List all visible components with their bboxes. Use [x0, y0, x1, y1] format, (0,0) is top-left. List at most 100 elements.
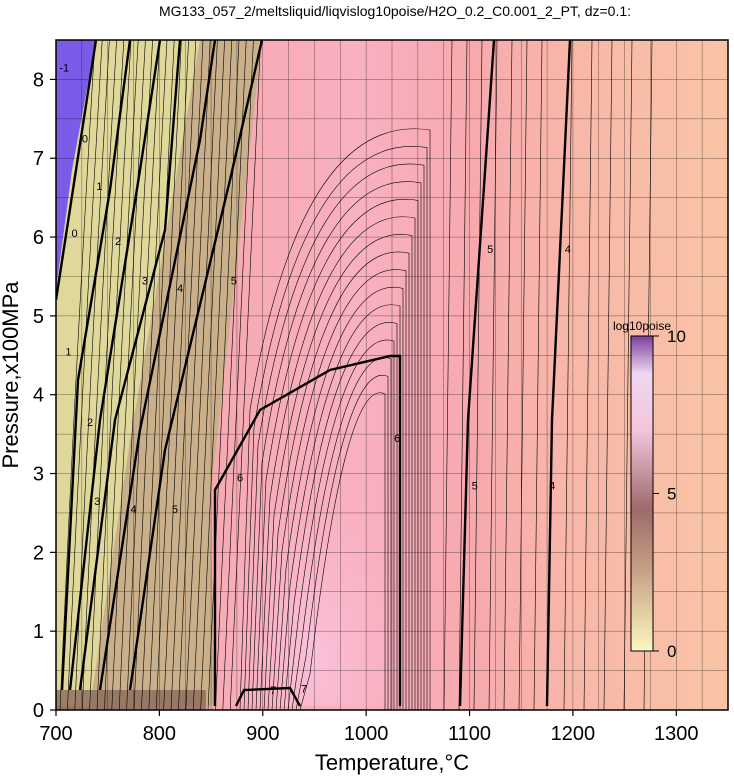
y-tick-label: 4 [33, 385, 44, 407]
major-contour [56, 40, 98, 301]
major-contour [458, 40, 496, 707]
contour-line [239, 128, 431, 710]
x-tick-label: 1100 [448, 723, 491, 745]
contour-label: 6 [237, 472, 243, 484]
contour-line [247, 163, 425, 710]
y-axis-label: Pressure,x100MPa [0, 281, 23, 469]
x-tick-label: 1000 [344, 723, 389, 745]
contour-line [623, 40, 633, 710]
contour-label: 0 [72, 228, 78, 240]
contour-label: 7 [270, 685, 276, 697]
contour-line [81, 40, 117, 710]
contour-label: 2 [87, 417, 93, 429]
colorbar-gradient [630, 335, 654, 652]
y-tick-label: 8 [33, 69, 44, 91]
contour-line [563, 40, 573, 710]
contour-line [603, 40, 613, 710]
contour-line [518, 40, 528, 710]
contour-line [215, 40, 247, 710]
contour-label: 1 [96, 181, 102, 193]
colorbar-title: log10poise [613, 319, 671, 333]
contour-line [263, 234, 413, 710]
contour-line [287, 339, 395, 710]
x-tick-label: 700 [39, 723, 72, 745]
y-tick-label: 0 [33, 700, 44, 722]
contour-line [126, 40, 161, 710]
contour-line [275, 286, 404, 710]
y-tick-label: 1 [33, 621, 44, 643]
contour-label: -1 [59, 63, 69, 75]
major-contour [128, 40, 264, 691]
major-contour [213, 354, 402, 706]
contour-line [443, 40, 453, 710]
contour-label: 6 [394, 433, 400, 445]
contour-line [104, 40, 139, 710]
contour-line [295, 374, 389, 710]
major-contour-lines [56, 40, 572, 707]
contour-label: 5 [172, 504, 178, 516]
plot-frame [55, 39, 729, 711]
contour-label: 0 [82, 133, 88, 145]
contour-line [243, 146, 428, 710]
contour-label: 4 [177, 283, 183, 295]
y-axis-ticks: 0 1 2 3 4 5 6 7 8 [33, 69, 56, 722]
contour-line [133, 40, 168, 710]
chart-title: MG133_057_2/meltsliquid/liqvislog10poise… [159, 3, 631, 19]
y-tick-label: 5 [33, 306, 44, 328]
contour-line [251, 181, 422, 710]
contour-line [200, 40, 233, 710]
contour-label: 5 [487, 244, 493, 256]
contour-line [67, 40, 103, 710]
y-tick-label: 2 [33, 542, 44, 564]
colorbar: log10poise 0 5 10 [613, 319, 686, 661]
y-tick-label: 6 [33, 227, 44, 249]
contour-line [503, 40, 513, 710]
contour-line [271, 269, 407, 710]
x-tick-label: 1200 [551, 723, 596, 745]
major-contour [78, 40, 182, 691]
major-contour [234, 686, 302, 707]
contour-line [229, 40, 261, 710]
contour-line [283, 322, 398, 710]
low-viscosity-region [56, 40, 96, 290]
major-contour [68, 40, 162, 691]
colorbar-tick-label: 5 [667, 485, 676, 504]
contour-label: 3 [94, 496, 100, 508]
contour-label: 1 [65, 346, 71, 358]
contour-line [583, 40, 593, 710]
contour-line [118, 40, 153, 710]
x-tick-label: 800 [143, 723, 176, 745]
contour-label: 5 [472, 480, 478, 492]
x-axis-ticks: 700 800 900 1000 1100 1200 1300 [39, 710, 699, 745]
y-tick-label: 7 [33, 148, 44, 170]
major-contour [98, 40, 217, 691]
low-pressure-band [56, 690, 206, 710]
contour-label: 7 [301, 684, 307, 696]
contour-line [259, 216, 416, 710]
contour-line [59, 40, 96, 710]
contour-line [473, 40, 483, 710]
colorbar-tick-label: 10 [667, 327, 686, 346]
y-tick-label: 3 [33, 464, 44, 486]
colorbar-tick-label: 0 [667, 642, 676, 661]
contour-label: 5 [231, 275, 237, 287]
contour-label: 3 [142, 275, 148, 287]
grid-lines [56, 40, 728, 710]
contour-line [533, 40, 543, 710]
contour-label: 4 [130, 504, 136, 516]
contour-line [458, 40, 468, 710]
contour-line [207, 40, 240, 710]
x-tick-label: 1300 [654, 723, 699, 745]
contour-labels: -1 0 0 1 1 2 2 3 3 4 4 5 5 6 6 7 7 5 5 4 4 [59, 63, 570, 698]
contour-line [279, 304, 401, 710]
major-contour [545, 40, 572, 707]
contour-label: 2 [115, 236, 121, 248]
contour-line [96, 40, 132, 710]
contour-line [222, 40, 254, 710]
x-axis-label: Temperature,°C [315, 750, 469, 775]
peak-region [215, 356, 410, 706]
contour-line [299, 392, 386, 710]
x-tick-label: 900 [246, 723, 279, 745]
contour-line [488, 40, 498, 710]
